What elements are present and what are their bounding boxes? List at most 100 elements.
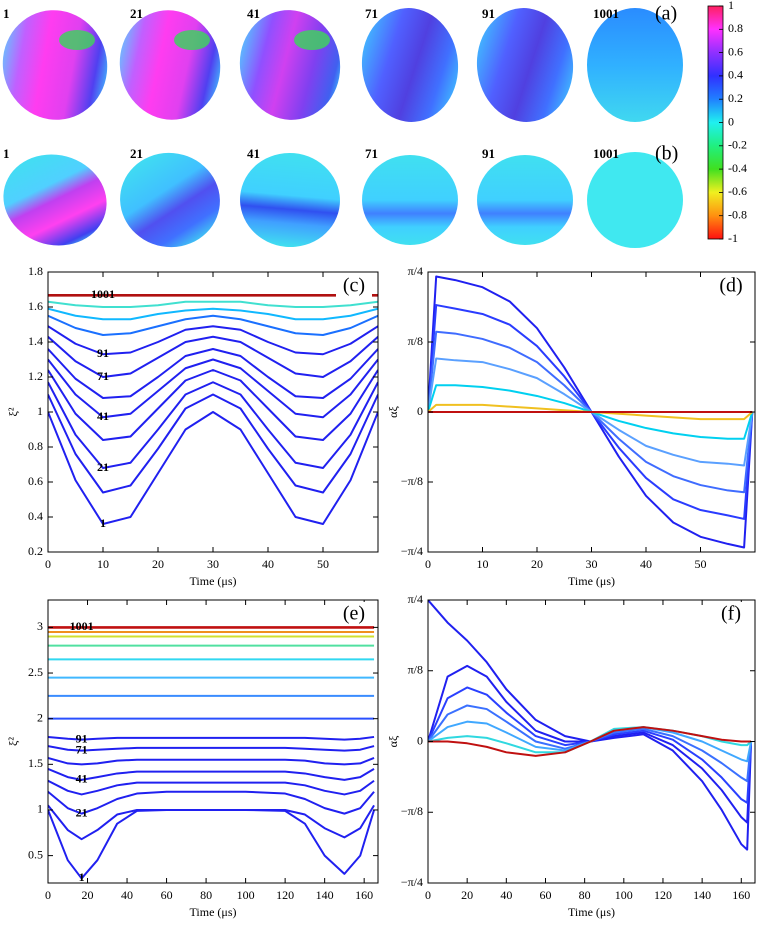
- panel-label: (a): [655, 3, 677, 25]
- curve-label: 91: [76, 731, 88, 745]
- frame-label: 1001: [593, 6, 619, 21]
- panel-label: (f): [721, 603, 741, 625]
- x-tick-label: 0: [45, 888, 51, 902]
- curve-label: 21: [76, 805, 88, 819]
- y-tick-label: π/4: [408, 592, 423, 606]
- rendered-shape: [587, 8, 683, 122]
- colorbar-tick-label: 0: [728, 114, 734, 128]
- y-axis-label: αξ: [386, 406, 400, 418]
- frame-label: 41: [247, 146, 260, 161]
- x-tick-label: 20: [531, 557, 543, 571]
- y-tick-label: −π/8: [401, 474, 423, 488]
- y-tick-label: π/8: [408, 334, 423, 348]
- x-tick-label: 30: [586, 557, 598, 571]
- x-axis-label: Time (μs): [190, 574, 237, 588]
- frame-label: 1: [3, 6, 10, 21]
- colorbar-tick-label: -0.4: [728, 161, 747, 175]
- colorbar-tick-label: 0.2: [728, 91, 743, 105]
- frame-label: 1001: [593, 146, 619, 161]
- y-tick-label: 1: [37, 802, 43, 816]
- colorbar-tick-label: 1: [728, 0, 734, 12]
- x-tick-label: 160: [355, 888, 373, 902]
- x-tick-label: 30: [207, 557, 219, 571]
- y-tick-label: 0.6: [28, 474, 43, 488]
- colorbar-tick-label: -0.6: [728, 184, 747, 198]
- panel-label-bg: [336, 602, 372, 626]
- rendered-shape: [361, 8, 459, 122]
- curve-label: 71: [97, 369, 109, 383]
- rendered-shape: [362, 155, 458, 245]
- curve: [48, 790, 375, 815]
- x-tick-label: 10: [97, 557, 109, 571]
- x-tick-label: 20: [461, 888, 473, 902]
- x-tick-label: 50: [695, 557, 707, 571]
- curve-label: 91: [97, 346, 109, 360]
- rendered-shape: [240, 152, 340, 248]
- curve: [48, 808, 376, 880]
- y-tick-label: 0.2: [28, 544, 43, 558]
- curve-label: 41: [97, 409, 109, 423]
- colorbar-tick-label: 0.6: [728, 44, 743, 58]
- curve-label: 41: [76, 772, 88, 786]
- y-tick-label: −π/8: [401, 804, 423, 818]
- colorbar-tick-label: -0.8: [728, 207, 747, 221]
- curve: [48, 381, 378, 469]
- y-tick-label: 0: [417, 733, 423, 747]
- frame-label: 71: [365, 146, 378, 161]
- y-tick-label: 1.2: [28, 369, 43, 383]
- rendered-shape: [477, 155, 573, 245]
- y-tick-label: π/8: [408, 663, 423, 677]
- x-tick-label: 60: [539, 888, 551, 902]
- x-tick-label: 60: [161, 888, 173, 902]
- y-tick-label: 3: [37, 619, 43, 633]
- frame-label: 21: [130, 146, 143, 161]
- curve: [428, 726, 752, 757]
- y-axis-label: ξ²: [6, 407, 20, 416]
- frame-label: 41: [247, 6, 260, 21]
- plot-area: [48, 626, 376, 880]
- colorbar-tick-label: 0.8: [728, 21, 743, 35]
- curve-label: 1001: [91, 287, 115, 301]
- x-tick-label: 40: [500, 888, 512, 902]
- x-tick-label: 80: [579, 888, 591, 902]
- x-tick-label: 120: [276, 888, 294, 902]
- y-tick-label: 0.8: [28, 439, 43, 453]
- shape-highlight: [59, 30, 95, 50]
- panel-label-bg: [336, 274, 372, 298]
- curve-label: 21: [97, 460, 109, 474]
- frame-label: 21: [130, 6, 143, 21]
- plot-area: [428, 600, 753, 851]
- x-tick-label: 20: [82, 888, 94, 902]
- x-tick-label: 100: [237, 888, 255, 902]
- rendered-shape: [3, 154, 107, 246]
- frame-label: 1: [3, 146, 10, 161]
- x-tick-label: 20: [152, 557, 164, 571]
- rendered-shape: [2, 10, 108, 120]
- x-tick-label: 40: [640, 557, 652, 571]
- curve: [48, 325, 378, 356]
- rendered-shape: [476, 8, 574, 122]
- y-tick-label: 2: [37, 710, 43, 724]
- x-axis-label: Time (μs): [190, 905, 237, 919]
- plot-frame: [47, 599, 379, 884]
- x-axis-label: Time (μs): [568, 574, 615, 588]
- x-tick-label: 100: [615, 888, 633, 902]
- x-tick-label: 120: [654, 888, 672, 902]
- y-tick-label: 0: [417, 404, 423, 418]
- panel-label: (c): [343, 275, 365, 297]
- frame-label: 91: [482, 146, 495, 161]
- x-axis-label: Time (μs): [568, 905, 615, 919]
- x-tick-label: 40: [262, 557, 274, 571]
- curve: [48, 779, 375, 796]
- x-tick-label: 0: [45, 557, 51, 571]
- panel-label: (d): [719, 275, 742, 297]
- curve: [48, 756, 375, 766]
- curve: [48, 335, 378, 378]
- y-tick-label: 1.6: [28, 299, 43, 313]
- frame-label: 71: [365, 6, 378, 21]
- y-tick-label: 1.8: [28, 264, 43, 278]
- shape-highlight: [294, 30, 330, 50]
- frame-label: 91: [482, 6, 495, 21]
- x-tick-label: 80: [200, 888, 212, 902]
